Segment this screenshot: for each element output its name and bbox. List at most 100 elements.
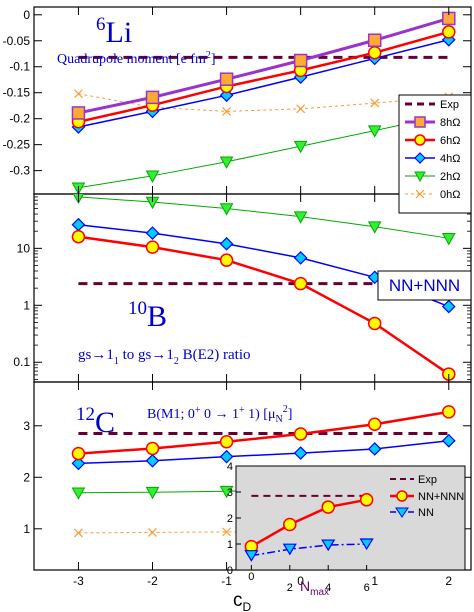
li6-series-2hw-point [219,156,234,169]
legend-0hw-marker [415,189,425,199]
inset-ytick-label-2: 2 [227,513,233,525]
c12-series-0hw-point [148,527,157,537]
b10-series-6hw-point [367,316,382,331]
b10-ytick-label-1: 1 [23,298,30,312]
legend-4hw-label: 4hΩ [440,153,460,165]
panel-c12-label: 12C [76,404,115,439]
li6-series-0hw-point [370,98,380,108]
panel-c12 [71,405,456,538]
b10-series-4hw-point [293,251,308,265]
inset-series-nnn-point [359,493,374,507]
c12-series-4hw-point [293,446,308,460]
c12-series-4hw-point [367,442,382,456]
li6-series-0hw-point [222,106,232,116]
li6-series-2hw-point [367,125,382,138]
x-tick-label-5: 2 [445,574,452,588]
b10-series-2hw-point [441,233,456,246]
legend-0hw-label: 0hΩ [440,189,460,201]
b10-series-2hw-line [78,196,449,239]
li6-ytick-label-1: -0.05 [3,34,31,48]
axes-ticks: 0-0.05-0.1-0.15-0.2-0.25-0.30.1110123-3-… [3,7,471,588]
inset-series-nnn-line [250,498,367,548]
li6-series-4hw-line [78,38,449,128]
x-tick-label-4: 1 [371,574,378,588]
legend-4hw-marker [414,152,426,164]
inset-legend-exp-label: Exp [418,474,437,486]
c12-ytick-label-2: 3 [23,419,30,433]
inset-legend-nnn-label: NN+NNN [418,491,464,503]
inset-legend-nn-marker [395,507,409,518]
li6-ytick-label-6: -0.3 [9,164,30,178]
legend-8hw-label: 8hΩ [440,117,460,129]
c12-series-4hw-point [71,456,86,471]
inset-series-nn-point [359,538,374,551]
legend-2hw-label: 2hΩ [440,171,460,183]
li6-series-2hw-line [78,114,449,189]
b10-series-4hw-point [219,236,234,251]
c12-series-0hw-point [74,528,83,538]
b10-series-6hw-point [145,240,160,254]
panel-c12-label-main: C [95,406,115,439]
inset-series-nnn-point [283,517,297,532]
b10-series-4hw-point [441,299,456,314]
inset-series-nn-point [244,550,259,562]
inset-xtick-label-3: 6 [364,582,370,594]
li6-ytick-label-4: -0.2 [9,112,30,126]
li6-ytick-label-3: -0.15 [3,86,31,100]
li6-series-6hw-point [442,25,456,39]
panel-b10-label-main: B [147,300,167,333]
x-tick-label-2: -1 [221,574,232,588]
li6-series-8hw-point [145,90,160,105]
x-axis-label: cD [233,590,252,612]
legend-8hw-marker [414,116,426,128]
c12-series-6hw-point [145,441,160,456]
inset-xtick-label-2: 4 [325,582,331,594]
li6-series-8hw-point [71,106,86,120]
c12-series-6hw-point [293,427,308,441]
panel-b10-label: 10B [128,298,167,333]
inset-legend-nnn-marker [396,490,408,502]
c12-ytick-label-0: 1 [23,522,30,536]
b10-series-6hw-point [219,253,234,267]
c12-series-6hw-point [442,405,456,419]
legend-2hw-marker [414,171,426,183]
inset-ytick-label-3: 3 [227,487,233,499]
c12-series-2hw-point [219,485,234,499]
panel-b10-label-sup: 10 [128,298,147,319]
li6-series-8hw-line [78,16,450,115]
inset-xtick-label-1: 2 [287,582,293,594]
panel-b10-tag-box [377,270,472,301]
legend-entries: Exp 8hΩ 6hΩ 4hΩ 2hΩ 0hΩ [405,99,460,201]
c12-series-4hw-point [441,433,456,448]
x-tick-label-1: -2 [147,574,158,588]
inset-ytick-label-0: 0 [227,565,233,577]
panel-b10-tag: NN+NNN [389,276,460,295]
x-tick-label-0: -3 [73,574,84,588]
legend-exp-label: Exp [440,99,459,111]
c12-series-0hw-point [222,527,232,537]
c12-series-6hw-point [367,417,382,431]
b10-ytick-label-2: 10 [17,241,31,255]
inset-series-nn-point [321,539,336,552]
panel-li6-label: 6Li [96,14,132,49]
c12-series-6hw-point [71,446,86,461]
b10-series-2hw-point [367,221,382,234]
panel-li6 [71,11,456,194]
panel-li6-label-sup: 6 [96,14,106,35]
li6-ytick-label-2: -0.1 [9,60,30,74]
panel-c12-label-sup: 12 [76,404,95,425]
c12-ytick-label-1: 2 [23,470,30,484]
c12-series-4hw-line [78,439,449,465]
inset-xlabel: Nmax [300,578,329,598]
li6-ytick-label-5: -0.25 [3,138,31,152]
inset-legend-nn-label: NN [418,507,434,519]
b10-ytick-label-0: 0.1 [13,355,30,369]
li6-series-0hw-line [78,93,449,112]
c12-series-2hw-point [71,487,86,500]
li6-series-0hw-point [296,104,306,114]
b10-series-4hw-point [145,226,160,240]
li6-series-2hw-point [293,140,308,154]
inset-frame [235,465,466,571]
